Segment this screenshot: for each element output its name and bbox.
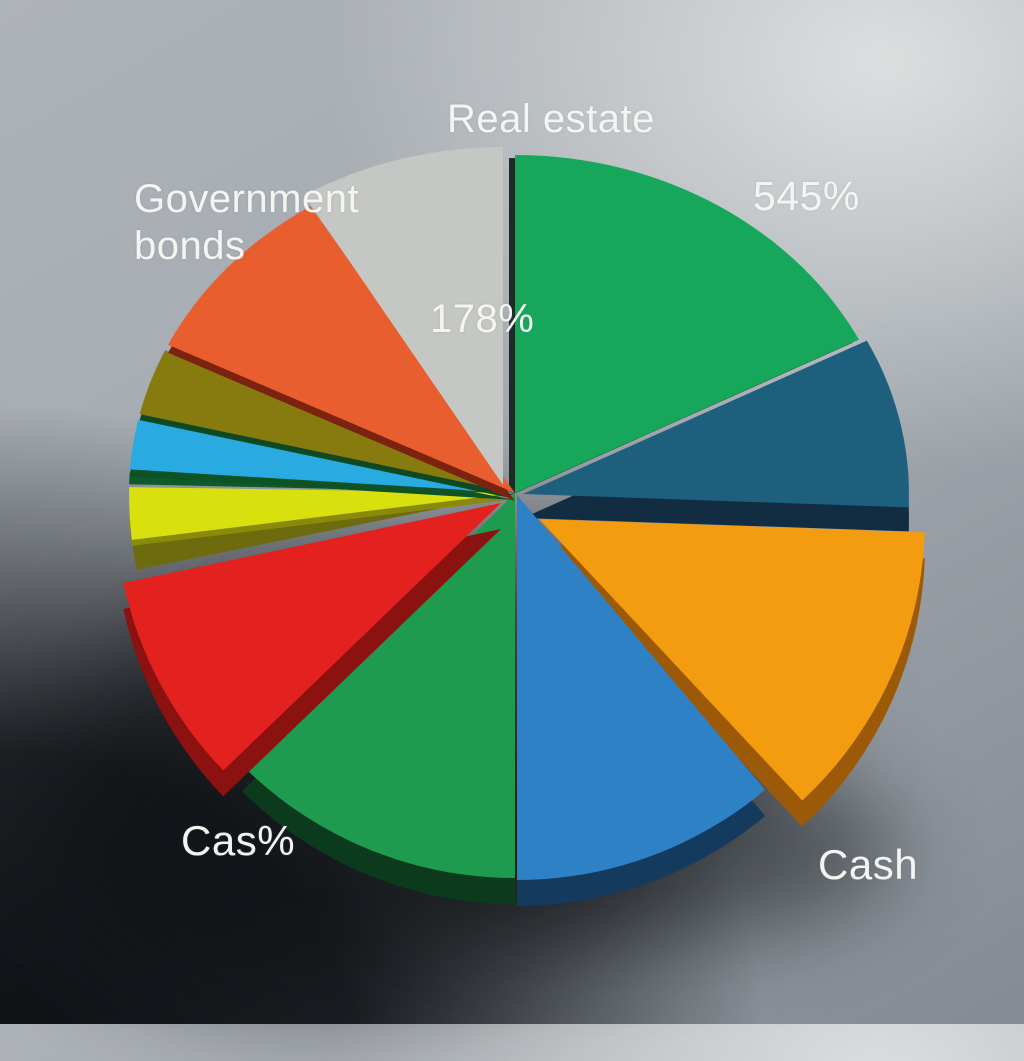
pie-slice-yellow	[129, 487, 515, 540]
scene: Real estate 545% Government bonds 178% Cas% C…	[0, 97, 925, 1061]
pie-slice-green-large	[515, 155, 859, 493]
pie-slice-blue	[517, 495, 766, 880]
pie-slice-orange	[539, 519, 925, 801]
pie-slice-orange-red	[168, 206, 515, 493]
pie-chart	[123, 147, 925, 906]
pie-slice-red	[123, 503, 502, 771]
pie-slice-gray	[304, 147, 503, 485]
pie-slice-olive-sliver	[131, 493, 515, 570]
pie-slice-navy	[523, 340, 909, 508]
pie-slice-green-bottom	[242, 493, 515, 878]
